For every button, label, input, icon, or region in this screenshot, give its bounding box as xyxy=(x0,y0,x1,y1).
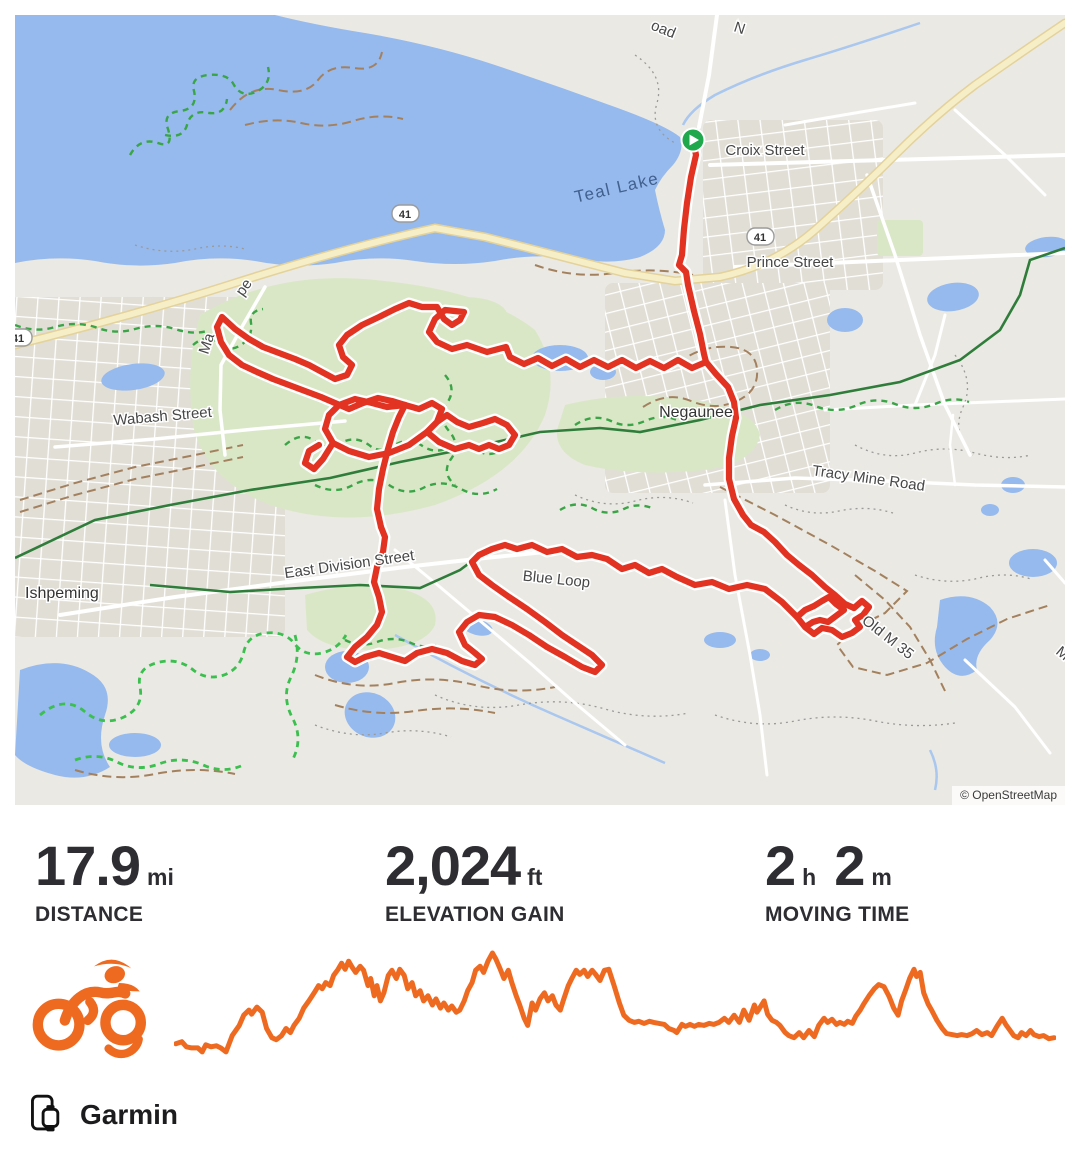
route-map[interactable]: Croix Street Prince Street Teal Lake Neg… xyxy=(15,15,1065,805)
elevation-label: ELEVATION GAIN xyxy=(385,903,565,926)
stat-elevation-gain: 2,024 ft ELEVATION GAIN xyxy=(385,838,765,927)
activity-stats: 17.9 mi DISTANCE 2,024 ft ELEVATION GAIN… xyxy=(35,838,1055,927)
map-label-negaunee: Negaunee xyxy=(659,404,733,421)
highway-41 xyxy=(15,18,1065,350)
distance-unit: mi xyxy=(147,864,174,890)
park-areas-layer xyxy=(190,220,923,651)
map-label-ishpeming: Ishpeming xyxy=(25,585,99,602)
osm-attribution[interactable]: © OpenStreetMap xyxy=(952,786,1065,805)
teal-lake xyxy=(15,15,682,266)
device-phone-watch-icon xyxy=(31,1094,60,1132)
source-name: Garmin xyxy=(80,1099,179,1130)
svg-text:41: 41 xyxy=(399,209,411,221)
elevation-unit: ft xyxy=(527,864,543,890)
route-41-shield: 41 xyxy=(15,328,33,347)
cycling-icon xyxy=(32,959,146,1059)
map-canvas: Croix Street Prince Street Teal Lake Neg… xyxy=(15,15,1065,805)
elevation-value: 2,024 xyxy=(385,834,521,897)
elevation-profile xyxy=(174,950,1056,1055)
map-label-prince-street: Prince Street xyxy=(747,254,835,271)
play-icon xyxy=(689,134,699,146)
start-marker xyxy=(680,127,706,153)
elevation-profile-line xyxy=(174,950,1056,1055)
stat-moving-time: 2 h 2 m MOVING TIME xyxy=(765,838,909,927)
svg-text:41: 41 xyxy=(754,232,766,244)
time-minutes-value: 2 xyxy=(834,834,865,897)
time-label: MOVING TIME xyxy=(765,903,910,926)
data-source: Garmin xyxy=(30,1092,178,1138)
distance-value: 17.9 xyxy=(35,834,141,897)
stat-distance: 17.9 mi DISTANCE xyxy=(35,838,385,927)
route-41-shield: 41 xyxy=(746,227,775,246)
urban-areas-layer xyxy=(15,120,883,637)
dotted-trail-layer xyxy=(134,54,1032,738)
time-minutes-unit: m xyxy=(871,864,892,890)
time-hours-value: 2 xyxy=(765,834,796,897)
map-label-croix-street: Croix Street xyxy=(725,142,805,159)
svg-text:41: 41 xyxy=(15,333,24,345)
elevation-section xyxy=(30,948,1056,1060)
time-hours-unit: h xyxy=(802,864,817,890)
distance-label: DISTANCE xyxy=(35,903,144,926)
route-41-shield: 41 xyxy=(391,204,420,223)
brown-trail-layer xyxy=(19,51,1051,779)
